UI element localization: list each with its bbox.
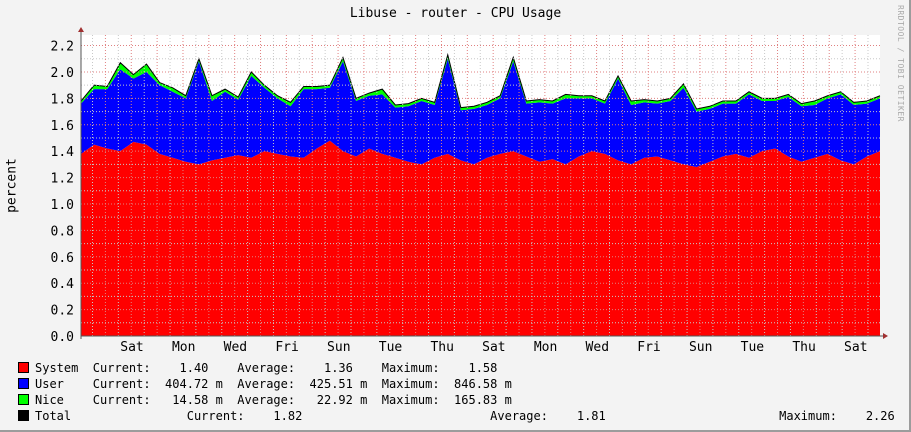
legend-nice: Nice Current: 14.58 m Average: 22.92 m M… <box>18 393 512 407</box>
legend-text: Nice Current: 14.58 m Average: 22.92 m M… <box>35 393 512 407</box>
legend-text: User Current: 404.72 m Average: 425.51 m… <box>35 377 512 391</box>
y-tick-label: 1.4 <box>51 145 75 160</box>
area-user <box>81 58 880 168</box>
legend-text: System Current: 1.40 Average: 1.36 Maxim… <box>35 361 498 375</box>
x-tick-label: Sat <box>844 340 867 355</box>
x-tick-label: Sat <box>482 340 505 355</box>
area-system <box>81 140 880 336</box>
y-tick-label: 0.2 <box>51 304 74 319</box>
legend-total: Total Current: 1.82 Average: 1.81 Maximu… <box>18 409 895 423</box>
chart-title: Libuse - router - CPU Usage <box>349 6 562 21</box>
y-axis-arrow-icon <box>78 27 84 32</box>
x-tick-label: Fri <box>275 340 298 355</box>
x-tick-label: Sun <box>689 340 712 355</box>
y-tick-label: 0.4 <box>51 277 75 292</box>
x-tick-label: Wed <box>224 340 247 355</box>
legend-text: Total Current: 1.82 Average: 1.81 Maximu… <box>35 409 895 423</box>
legend-swatch-total <box>18 410 29 421</box>
legend-swatch-system <box>18 362 29 373</box>
legend-swatch-nice <box>18 394 29 405</box>
x-tick-label: Tue <box>741 340 765 355</box>
x-tick-label: Thu <box>430 340 453 355</box>
watermark: RRDTOOL / TOBI OETIKER <box>896 5 905 122</box>
legend-swatch-user <box>18 378 29 389</box>
x-tick-label: Mon <box>534 340 557 355</box>
x-tick-label: Sat <box>120 340 143 355</box>
y-tick-label: 0.6 <box>51 251 74 266</box>
x-tick-label: Fri <box>637 340 660 355</box>
x-tick-label: Mon <box>172 340 195 355</box>
y-tick-label: 1.8 <box>51 92 74 107</box>
x-axis-arrow-icon <box>883 333 888 339</box>
y-tick-label: 2.0 <box>51 66 74 81</box>
y-tick-label: 1.0 <box>51 198 74 213</box>
x-tick-label: Wed <box>586 340 609 355</box>
legend-user: User Current: 404.72 m Average: 425.51 m… <box>18 377 512 391</box>
legend-system: System Current: 1.40 Average: 1.36 Maxim… <box>18 361 497 375</box>
y-tick-label: 1.6 <box>51 119 74 134</box>
x-tick-label: Thu <box>792 340 815 355</box>
y-tick-label: 0.8 <box>51 224 74 239</box>
y-tick-label: 1.2 <box>51 172 74 187</box>
y-tick-label: 0.0 <box>51 330 74 345</box>
x-tick-label: Sun <box>327 340 350 355</box>
x-tick-label: Tue <box>379 340 403 355</box>
y-tick-label: 2.2 <box>51 40 74 55</box>
